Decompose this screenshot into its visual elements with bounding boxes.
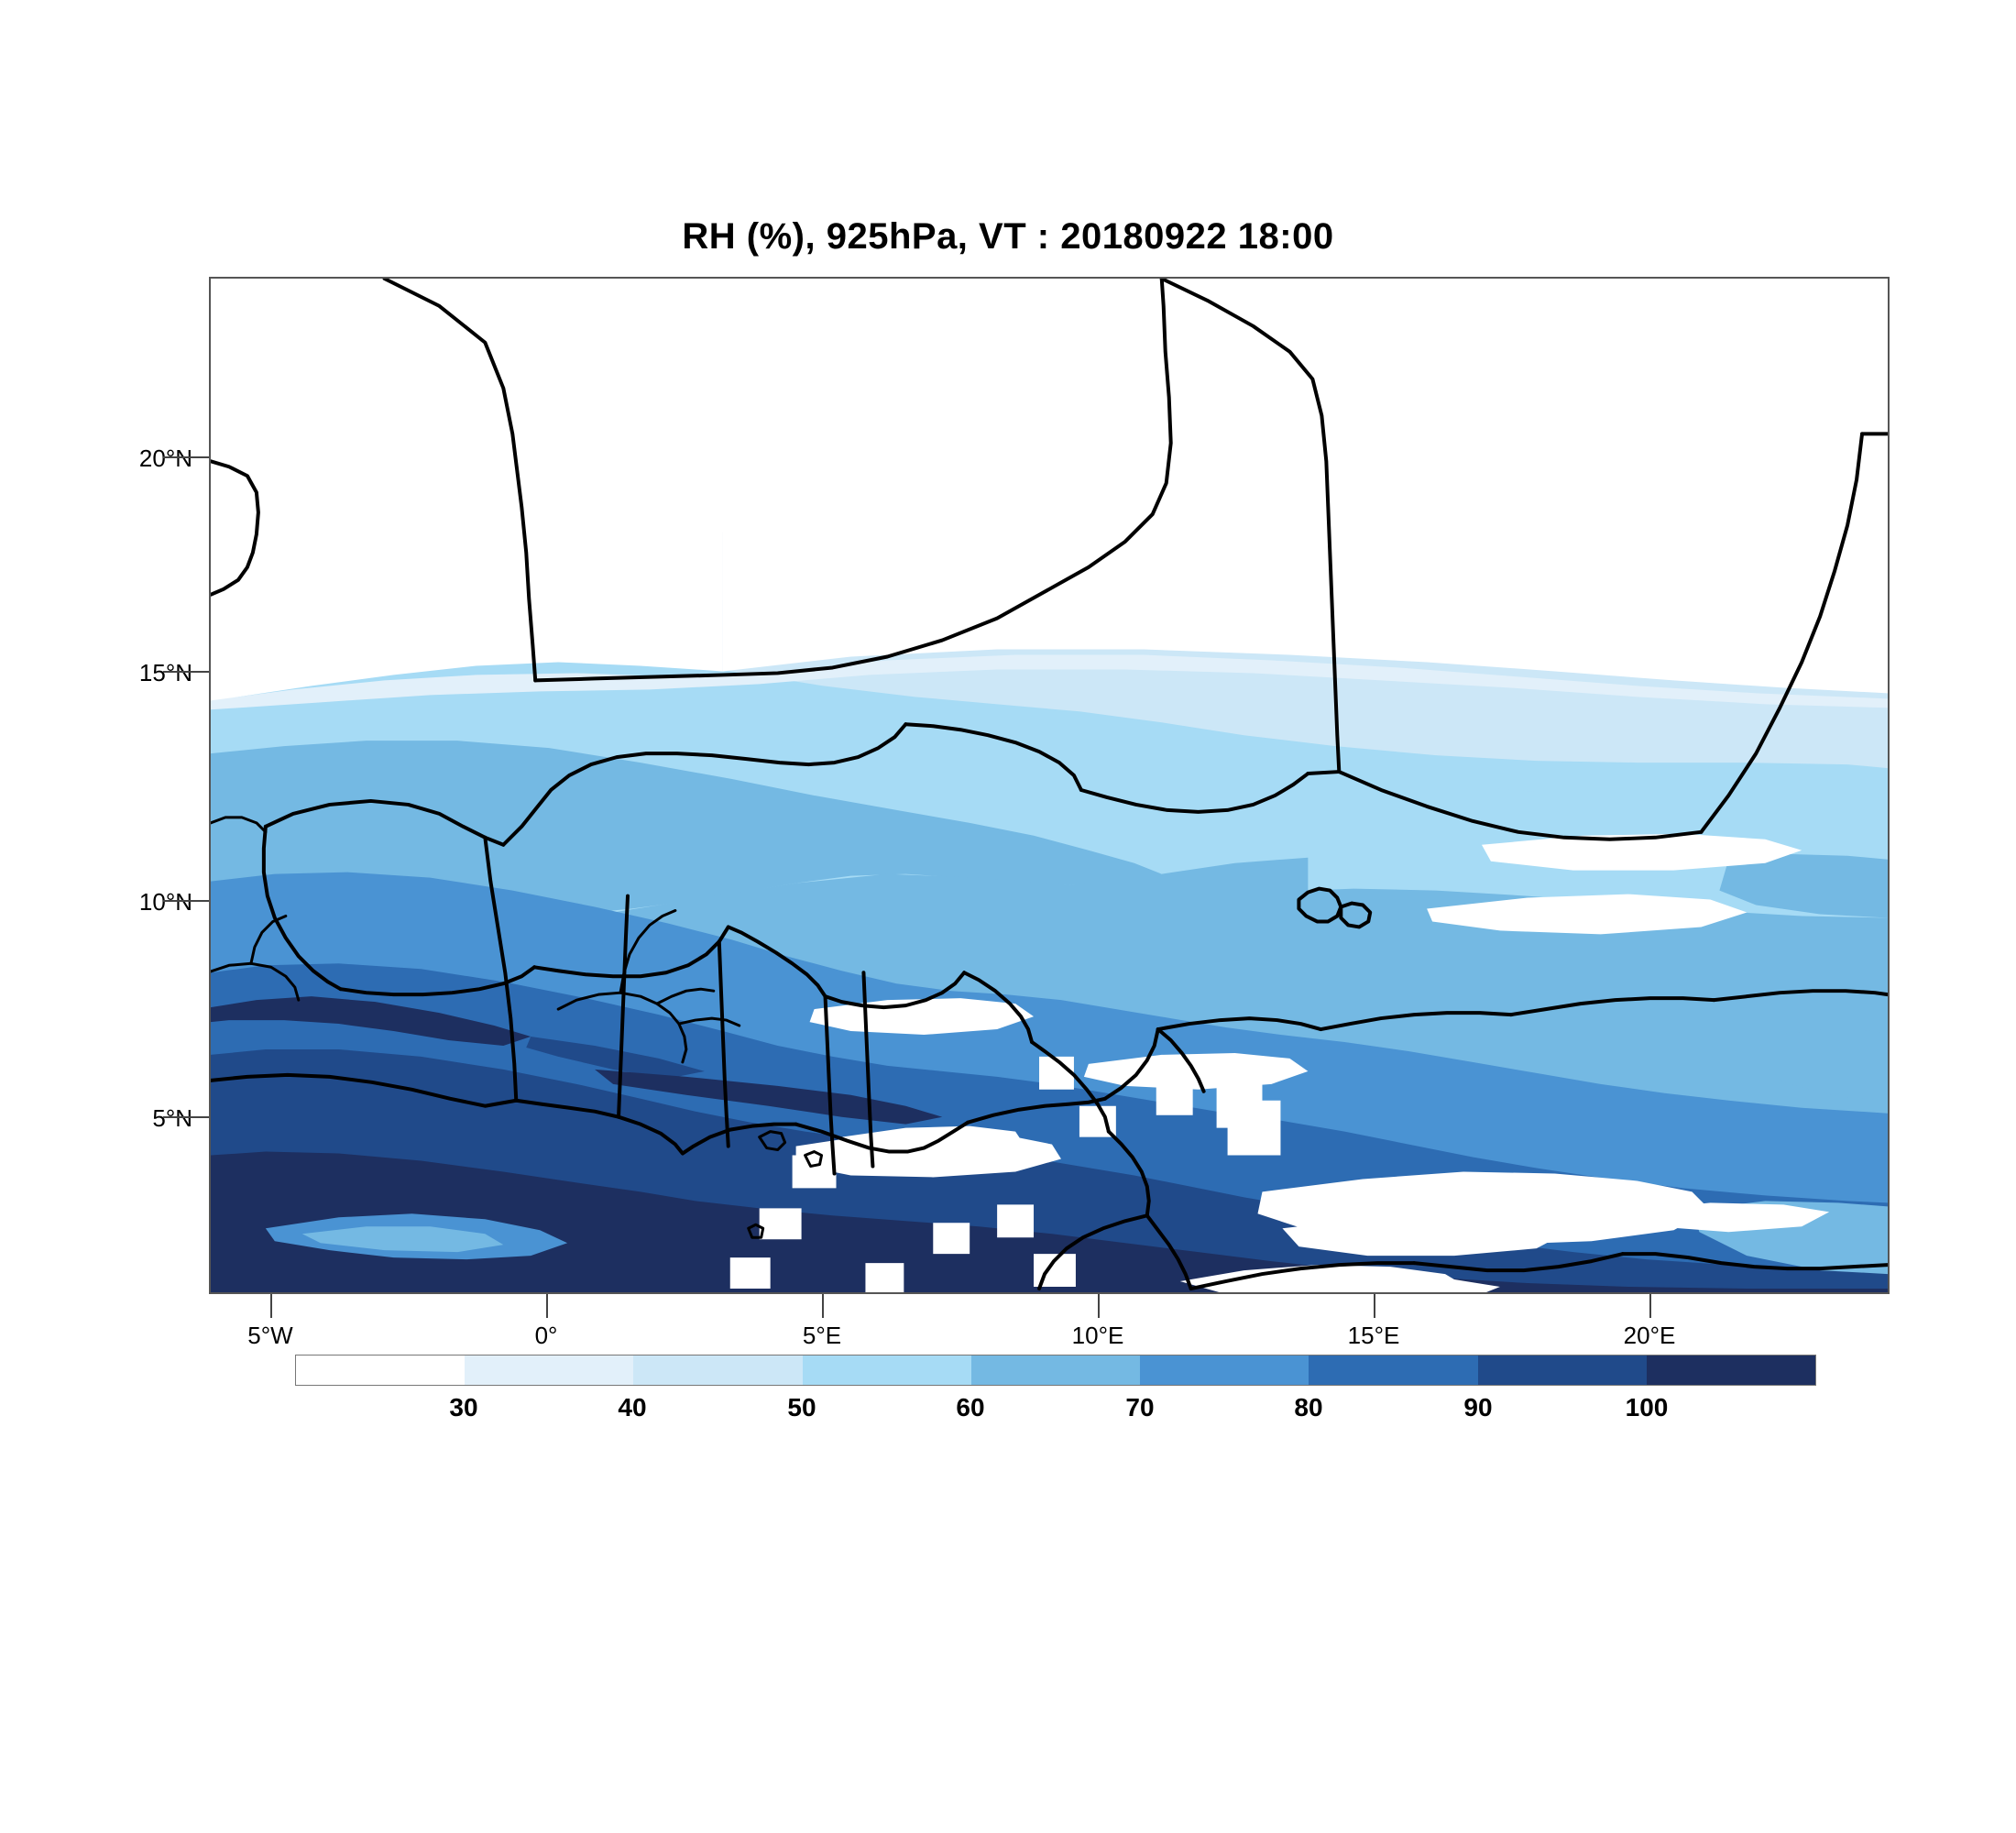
colorbar-segment-8 [1477,1356,1647,1385]
colorbar[interactable] [295,1355,1816,1386]
ytick-line-5N [163,1116,209,1118]
xtick-line-5W [270,1294,272,1318]
colorbar-segment-5 [970,1356,1141,1385]
xtick-line-0 [546,1294,548,1318]
xtick-label-15E: 15°E [1347,1322,1400,1349]
xtick-label-20E: 20°E [1623,1322,1676,1349]
colorbar-tick-30: 30 [449,1393,478,1421]
colorbar-segment-9 [1646,1356,1815,1385]
ytick-line-20N [163,456,209,458]
ytick-label-20N: 20°N [138,445,192,472]
colorbar-tick-40: 40 [618,1393,647,1421]
colorbar-tick-50: 50 [787,1393,816,1421]
colorbar-segment-2 [465,1356,634,1385]
colorbar-tick-80: 80 [1294,1393,1323,1421]
xtick-label-5E: 5°E [802,1322,842,1349]
map-plot-area[interactable] [209,277,1890,1294]
xtick-line-5E [822,1294,824,1318]
xtick-line-10E [1098,1294,1100,1318]
page-title: RH (%), 925hPa, VT : 20180922 18:00 [682,216,1334,257]
xtick-line-15E [1374,1294,1375,1318]
colorbar-segment-3 [633,1356,803,1385]
xtick-line-20E [1649,1294,1651,1318]
xtick-label-10E: 10°E [1071,1322,1124,1349]
ytick-label-10N: 10°N [138,888,192,916]
colorbar-segment-1 [296,1356,466,1385]
xtick-label-5W: 5°W [247,1322,293,1349]
colorbar-segment-4 [802,1356,971,1385]
colorbar-segment-7 [1309,1356,1478,1385]
ytick-label-15N: 15°N [138,659,192,686]
ytick-line-15N [163,671,209,673]
colorbar-tick-70: 70 [1125,1393,1155,1421]
xtick-label-0: 0° [534,1322,558,1349]
colorbar-tick-100: 100 [1625,1393,1669,1421]
colorbar-segment-6 [1140,1356,1309,1385]
colorbar-tick-90: 90 [1463,1393,1493,1421]
rh-contour-map [211,279,1888,1292]
ytick-line-10N [163,900,209,902]
colorbar-tick-60: 60 [956,1393,985,1421]
ytick-label-5N: 5°N [152,1104,192,1132]
